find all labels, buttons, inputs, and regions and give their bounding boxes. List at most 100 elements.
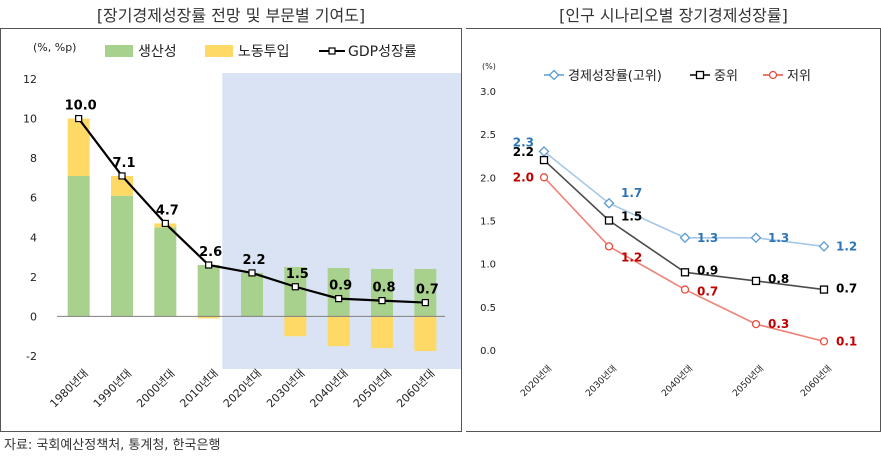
y-tick-label: 2.0 bbox=[480, 173, 496, 184]
series-data-label: 0.1 bbox=[836, 334, 857, 348]
bar-labor bbox=[327, 316, 350, 347]
gdp-marker bbox=[75, 114, 83, 123]
gdp-marker bbox=[248, 269, 256, 277]
x-tick-label: 2020년대 bbox=[518, 363, 554, 399]
scenario-chart-panel: 3.0 2.5 2.0 1.5 1.0 0.5 0.0 (%) 2.3 1.7 1.3 1.3 1.2 2… bbox=[466, 28, 881, 432]
series-data-label: 0.3 bbox=[768, 317, 789, 331]
x-tick-label: 2040년대 bbox=[659, 363, 695, 399]
bar-productivity bbox=[197, 264, 220, 317]
gdp-marker bbox=[118, 172, 126, 180]
series-data-label: 0.7 bbox=[697, 285, 718, 299]
y-tick-label: 0 bbox=[30, 310, 37, 323]
gdp-data-label: 4.7 bbox=[156, 203, 179, 218]
x-tick-label: 2000년대 bbox=[134, 367, 177, 410]
unit-label: (%, %p) bbox=[33, 41, 76, 54]
bar-productivity bbox=[414, 268, 437, 317]
x-tick-label: 2050년대 bbox=[351, 367, 394, 410]
legend: 생산성 노동투입 GDP성장률 bbox=[105, 44, 417, 60]
series-data-label: 1.3 bbox=[697, 231, 718, 245]
bar-labor bbox=[67, 118, 90, 176]
legend-label-gdp: GDP성장률 bbox=[348, 44, 417, 60]
y-tick-label: 1.5 bbox=[480, 217, 496, 228]
y-tick-label: 4 bbox=[30, 231, 37, 244]
bar-productivity bbox=[67, 175, 90, 317]
gdp-data-label: 0.8 bbox=[372, 281, 395, 296]
series-marker bbox=[819, 285, 829, 294]
legend-swatch-labor bbox=[205, 45, 233, 57]
contribution-chart-panel: 12 10 8 6 4 2 0 -2 (%, %p) 10.0 7.1 4.7 2.6 2.2 1.5 0.9… bbox=[0, 28, 462, 432]
series-marker bbox=[539, 155, 549, 165]
y-tick-label: 8 bbox=[30, 152, 37, 165]
source-note: 자료: 국회예산정책처, 통계청, 한국은행 bbox=[4, 438, 221, 453]
series-data-label: 1.7 bbox=[621, 186, 642, 200]
series-data-label: 1.2 bbox=[836, 239, 857, 253]
gdp-marker bbox=[378, 297, 386, 305]
series-marker bbox=[751, 276, 761, 286]
y-tick-label: 2 bbox=[30, 271, 37, 284]
series-data-label: 1.5 bbox=[621, 210, 642, 224]
x-tick-label: 2040년대 bbox=[307, 367, 350, 410]
series-marker bbox=[604, 242, 614, 251]
legend-marker-gdp bbox=[328, 47, 336, 55]
bar-productivity bbox=[111, 195, 133, 317]
series-data-label: 0.7 bbox=[836, 282, 857, 296]
legend-marker bbox=[695, 70, 705, 80]
bar-labor bbox=[197, 316, 220, 319]
bar-labor bbox=[371, 316, 393, 349]
gdp-marker bbox=[291, 283, 299, 291]
bar-productivity bbox=[327, 267, 350, 317]
legend-swatch-productivity bbox=[105, 45, 133, 57]
series-marker bbox=[751, 319, 761, 329]
series-data-label: 1.2 bbox=[621, 250, 642, 264]
x-tick-label: 2030년대 bbox=[264, 367, 307, 410]
gdp-data-label: 0.7 bbox=[416, 283, 439, 298]
y-tick-label: 2.5 bbox=[480, 130, 496, 141]
gdp-marker bbox=[205, 261, 213, 269]
x-tick-label: 1980년대 bbox=[47, 367, 90, 410]
legend-label: 중위 bbox=[714, 69, 738, 84]
legend-label: 경제성장률(고위) bbox=[568, 69, 662, 84]
legend-marker bbox=[548, 69, 560, 81]
legend-marker bbox=[768, 70, 778, 80]
x-tick-label: 2060년대 bbox=[394, 367, 437, 410]
series-data-label: 0.8 bbox=[768, 272, 789, 286]
series-marker bbox=[818, 240, 830, 252]
legend-label-productivity: 생산성 bbox=[138, 44, 177, 60]
series-data-label: 1.3 bbox=[768, 231, 789, 245]
unit-label: (%) bbox=[482, 62, 496, 71]
y-tick-label: 0.0 bbox=[480, 346, 496, 357]
right-chart-title: [인구 시나리오별 장기경제성장률] bbox=[559, 6, 788, 25]
bar-productivity bbox=[284, 266, 307, 317]
gdp-data-label: 0.9 bbox=[329, 279, 352, 294]
gdp-marker bbox=[335, 295, 343, 303]
series-marker bbox=[679, 232, 691, 244]
gdp-marker bbox=[161, 219, 169, 228]
x-tick-label: 2030년대 bbox=[583, 363, 619, 399]
y-tick-label: 0.5 bbox=[480, 303, 496, 314]
contribution-chart: 12 10 8 6 4 2 0 -2 (%, %p) 10.0 7.1 4.7 2.6 2.2 1.5 0.9… bbox=[23, 41, 461, 410]
series-marker bbox=[819, 337, 829, 346]
gdp-data-label: 7.1 bbox=[112, 156, 135, 171]
y-tick-label: -2 bbox=[26, 350, 37, 363]
gdp-data-label: 1.5 bbox=[286, 267, 309, 282]
series-marker bbox=[750, 232, 762, 244]
x-tick-label: 2060년대 bbox=[798, 363, 834, 399]
series-data-label: 2.0 bbox=[513, 170, 534, 184]
y-tick-label: 3.0 bbox=[480, 87, 496, 98]
series-data-label: 2.3 bbox=[513, 135, 534, 149]
series-marker bbox=[539, 173, 549, 182]
gdp-data-label: 2.2 bbox=[242, 253, 265, 268]
x-tick-label: 2010년대 bbox=[177, 367, 220, 410]
gdp-marker bbox=[421, 298, 429, 307]
series-marker bbox=[680, 268, 690, 277]
legend: 경제성장률(고위) 중위 저위 bbox=[544, 69, 811, 84]
bar-labor bbox=[414, 316, 437, 352]
gdp-data-label: 2.6 bbox=[199, 245, 222, 260]
y-tick-label: 6 bbox=[30, 192, 37, 205]
bar-productivity bbox=[241, 272, 263, 317]
y-tick-label: 12 bbox=[23, 73, 37, 86]
bar-labor bbox=[284, 316, 307, 337]
legend-label: 저위 bbox=[787, 69, 811, 84]
series-data-label: 0.9 bbox=[697, 263, 718, 277]
left-chart-title: [장기경제성장률 전망 및 부문별 기여도] bbox=[96, 6, 366, 25]
